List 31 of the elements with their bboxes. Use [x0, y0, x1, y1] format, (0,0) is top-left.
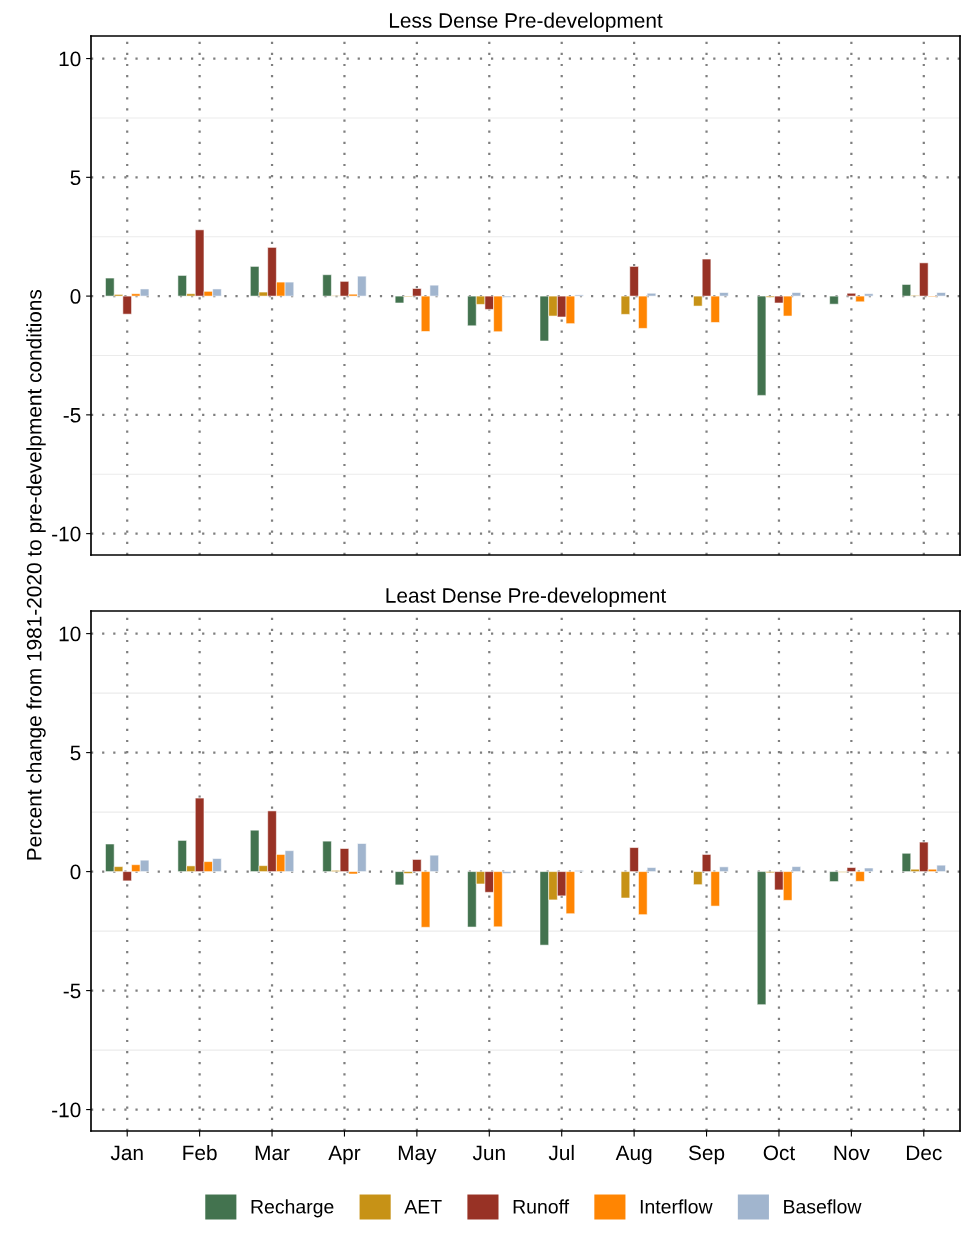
x-tick-label: Sep	[688, 1145, 725, 1165]
y-tick-label: -10	[52, 1102, 81, 1118]
chart-title: Least Dense Pre-development	[386, 587, 667, 607]
x-tick-label: Apr	[328, 1145, 361, 1165]
legend-label: Baseflow	[784, 1199, 862, 1214]
x-tick-label: Mar	[255, 1145, 290, 1161]
y-tick-label: 0	[70, 864, 81, 880]
legend-label: AET	[404, 1200, 442, 1214]
y-tick-label: 10	[59, 626, 81, 642]
x-tick-label: Nov	[834, 1145, 870, 1161]
x-tick-label: Jul	[548, 1144, 574, 1161]
x-tick-label: Dec	[906, 1145, 942, 1161]
y-axis-title: Percent change from 1981-2020 to pre-develpment conditions	[26, 289, 46, 860]
y-tick-label: 0	[70, 289, 81, 304]
y-tick-label: -5	[63, 408, 81, 423]
x-tick-label: May	[398, 1145, 437, 1165]
y-tick-label: 5	[70, 745, 81, 761]
x-tick-label: Feb	[183, 1144, 217, 1161]
legend-label: Runoff	[513, 1199, 570, 1214]
y-tick-label: -10	[52, 526, 81, 542]
x-tick-label: Aug	[615, 1145, 652, 1165]
x-tick-label: Jun	[472, 1145, 505, 1161]
legend-label: Recharge	[251, 1199, 334, 1218]
y-tick-label: -5	[63, 983, 81, 999]
chart-title: Less Dense Pre-development	[389, 12, 663, 32]
legend-label: Interflow	[640, 1199, 713, 1214]
bar	[829, 295, 839, 305]
y-tick-label: 10	[59, 51, 81, 67]
x-tick-label: Jan	[110, 1145, 143, 1161]
y-tick-label: 5	[70, 170, 81, 186]
x-tick-label: Oct	[763, 1145, 796, 1161]
